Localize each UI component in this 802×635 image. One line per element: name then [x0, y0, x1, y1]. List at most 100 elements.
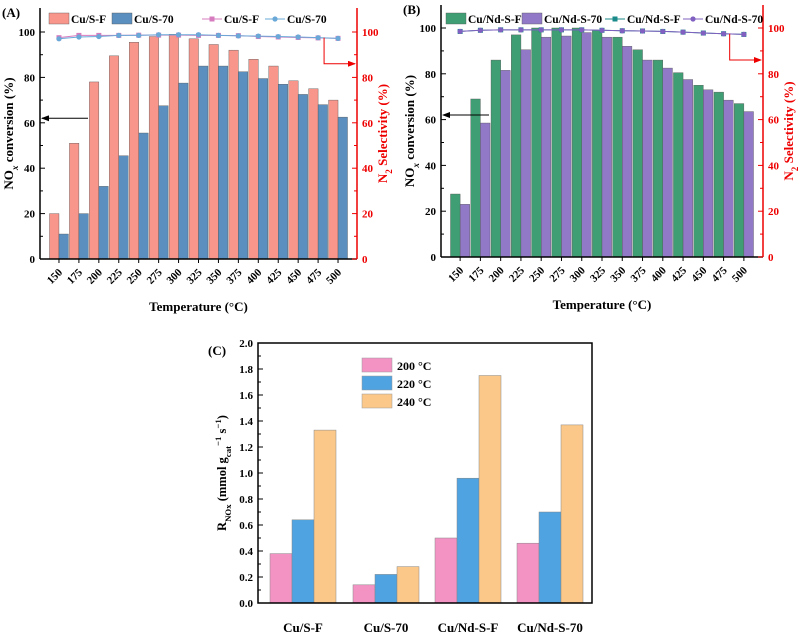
x-tick-label: 175 — [466, 264, 487, 285]
bar-cu-s-f — [228, 49, 239, 260]
legend-label: Cu/S-F — [224, 14, 259, 26]
point-circle — [116, 32, 122, 39]
y-axis-title: NOx conversion (%) — [402, 75, 421, 187]
bar-cu-nd-s-f — [673, 72, 684, 258]
bar-cu-nd-s-f — [632, 49, 643, 258]
legend-label: Cu/Nd-S-F — [468, 14, 522, 26]
x-tick-label: 475 — [304, 266, 325, 287]
bar-cu-nd-s-f — [511, 34, 522, 258]
bar-cu-s-f — [288, 80, 299, 260]
point-circle — [275, 33, 281, 40]
bar-cu-s-70 — [218, 65, 229, 260]
y-right-axis-title: N2 Selectivity (%) — [375, 84, 394, 183]
bar-cu-s-f — [129, 42, 139, 260]
legend-label: Cu/S-70 — [287, 14, 327, 26]
y-tick-label: 0 — [431, 252, 437, 264]
bar-240c — [313, 429, 337, 604]
y-tick-label: 20 — [425, 206, 437, 218]
bar-cu-s-f — [208, 44, 219, 260]
bar-cu-nd-s-70 — [459, 204, 470, 258]
bar-cu-nd-s-f — [490, 59, 501, 258]
point-circle — [518, 27, 524, 33]
y-right-tick-label: 60 — [362, 118, 374, 130]
x-tick-label: Cu/S-F — [283, 620, 323, 635]
y-tick-label: 1.0 — [239, 468, 253, 480]
point-circle — [558, 27, 565, 33]
x-tick-label: 250 — [527, 264, 548, 285]
bar-cu-s-70 — [98, 186, 109, 260]
bar-cu-nd-s-70 — [682, 79, 693, 258]
bar-cu-nd-s-70 — [703, 89, 714, 258]
point-circle — [538, 27, 544, 33]
bar-cu-nd-s-f — [652, 59, 664, 258]
panel-label: (A) — [2, 5, 20, 20]
bar-cu-nd-s-f — [734, 103, 745, 258]
bar-cu-nd-s-70 — [561, 35, 572, 258]
y-tick-label: 2.0 — [239, 338, 253, 350]
bar-cu-nd-s-f — [551, 27, 562, 258]
bar-cu-s-70 — [58, 233, 69, 260]
bar-cu-s-70 — [158, 105, 169, 260]
bar-cu-nd-s-70 — [622, 46, 633, 258]
legend-label: Cu/S-70 — [134, 14, 174, 26]
bar-cu-s-70 — [198, 65, 209, 260]
y-tick-label: 100 — [420, 23, 437, 35]
point-circle — [660, 28, 666, 35]
bar-cu-s-f — [188, 38, 199, 260]
legend-label: 240 °C — [397, 395, 431, 409]
point-circle — [477, 27, 483, 33]
y-tick-label: 0.8 — [239, 494, 253, 506]
bar-cu-s-f — [109, 55, 119, 260]
legend-marker-square — [209, 16, 215, 22]
y-tick-label: 60 — [425, 115, 437, 127]
bar-cu-nd-s-70 — [520, 49, 531, 258]
y-tick-label: 1.4 — [239, 416, 253, 428]
bar-cu-s-70 — [78, 213, 89, 260]
bar-240c — [478, 375, 502, 604]
point-circle — [235, 33, 241, 39]
bar-cu-nd-s-f — [592, 30, 603, 258]
panel-c: 0.0 0.2 0.4 0.6 0.8 1.0 1.2 1.4 1.6 1.8 2.0 Cu/S-F C… — [208, 338, 593, 635]
y-tick-label: 80 — [425, 69, 437, 81]
legend-swatch — [48, 12, 70, 25]
y-tick-label: 60 — [24, 118, 36, 130]
legend-swatch — [361, 357, 393, 373]
bar-cu-nd-s-70 — [723, 99, 734, 258]
right-axis-arrow — [729, 33, 762, 64]
x-tick-label: 225 — [105, 266, 126, 287]
bar-cu-s-f — [308, 88, 319, 260]
point-circle — [639, 28, 646, 34]
point-circle — [498, 27, 504, 33]
legend-swatch — [521, 12, 543, 25]
legend-label: Cu/Nd-S-70 — [544, 14, 602, 26]
x-tick-label: 150 — [45, 266, 66, 287]
panel-label: (B) — [403, 2, 420, 17]
point-circle — [599, 27, 605, 33]
bar-cu-nd-s-70 — [581, 32, 592, 258]
point-circle — [315, 35, 321, 41]
y-right-tick-label: 20 — [362, 209, 374, 221]
bar-cu-nd-s-70 — [662, 67, 673, 258]
y-right-tick-label: 60 — [768, 115, 780, 127]
x-tick-label: 350 — [204, 266, 225, 287]
legend-swatch — [111, 12, 133, 25]
bar-200c — [434, 537, 458, 604]
bar-cu-nd-s-f — [450, 193, 461, 258]
legend-swatch — [361, 375, 393, 391]
x-tick-label: 425 — [264, 266, 285, 287]
y-tick-label: 40 — [24, 163, 36, 175]
panel-label: (C) — [208, 343, 226, 358]
legend-swatch — [361, 393, 393, 409]
y-right-tick-label: 80 — [768, 69, 780, 81]
point-circle — [579, 27, 585, 33]
panel-b: 0 0 20 20 40 40 60 60 80 80 100 100 150 175 200 225 250 2… — [402, 2, 800, 312]
right-axis-arrow — [323, 37, 356, 67]
y-axis-title: RNOx (mmol gcat−1 s−1) — [213, 415, 233, 531]
bar-cu-s-70 — [297, 94, 308, 260]
y-right-tick-label: 100 — [768, 23, 785, 35]
bar-200c — [269, 553, 293, 604]
bar-cu-s-70 — [278, 84, 288, 260]
point-circle — [56, 36, 62, 42]
x-tick-label: 400 — [244, 266, 265, 287]
y-right-tick-label: 40 — [768, 160, 780, 172]
